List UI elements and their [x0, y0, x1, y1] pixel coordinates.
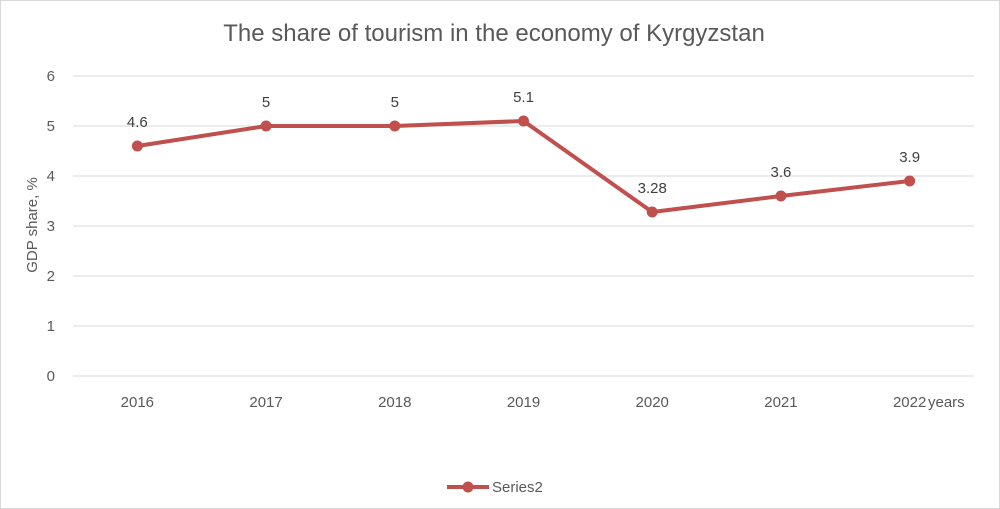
legend[interactable]: Series2	[447, 479, 543, 496]
series-line	[135, 119, 912, 214]
x-tick-label: 2022	[893, 394, 926, 411]
y-axis-label: GDP share, %	[24, 177, 41, 273]
x-axis-ticks: 2016 2017 2018 2019 2020 2021 2022	[121, 394, 927, 411]
y-tick-label: 6	[47, 68, 55, 85]
y-tick-label: 0	[47, 368, 55, 385]
y-axis-ticks: 0 1 2 3 4 5 6	[47, 68, 55, 385]
x-tick-label: 2020	[636, 394, 669, 411]
data-point[interactable]	[646, 206, 658, 218]
x-tick-label: 2019	[507, 394, 540, 411]
data-label: 3.6	[770, 164, 791, 181]
y-tick-label: 5	[47, 118, 55, 135]
data-point[interactable]	[775, 190, 787, 202]
data-point[interactable]	[904, 175, 916, 187]
data-label: 5.1	[513, 89, 534, 106]
data-label: 3.28	[638, 180, 667, 197]
y-tick-label: 2	[47, 268, 55, 285]
x-tick-label: 2016	[121, 394, 154, 411]
data-label: 5	[391, 94, 399, 111]
data-point[interactable]	[131, 140, 143, 152]
x-tick-label: 2018	[378, 394, 411, 411]
data-label: 4.6	[127, 114, 148, 131]
data-point[interactable]	[518, 115, 529, 127]
data-point[interactable]	[389, 120, 401, 132]
series-group: 4.6 5 5 5.1 3.28 3.6 3.9	[127, 89, 920, 218]
legend-label: Series2	[492, 479, 543, 496]
x-axis-label: years	[928, 394, 965, 411]
data-point[interactable]	[260, 120, 272, 132]
data-label: 3.9	[899, 149, 920, 166]
x-tick-label: 2017	[249, 394, 282, 411]
data-label: 5	[262, 94, 270, 111]
y-tick-label: 3	[47, 218, 55, 235]
chart-title: The share of tourism in the economy of K…	[223, 20, 765, 47]
y-tick-label: 4	[47, 168, 55, 185]
legend-point-marker	[462, 481, 474, 493]
x-tick-label: 2021	[764, 394, 797, 411]
y-tick-label: 1	[47, 318, 55, 335]
